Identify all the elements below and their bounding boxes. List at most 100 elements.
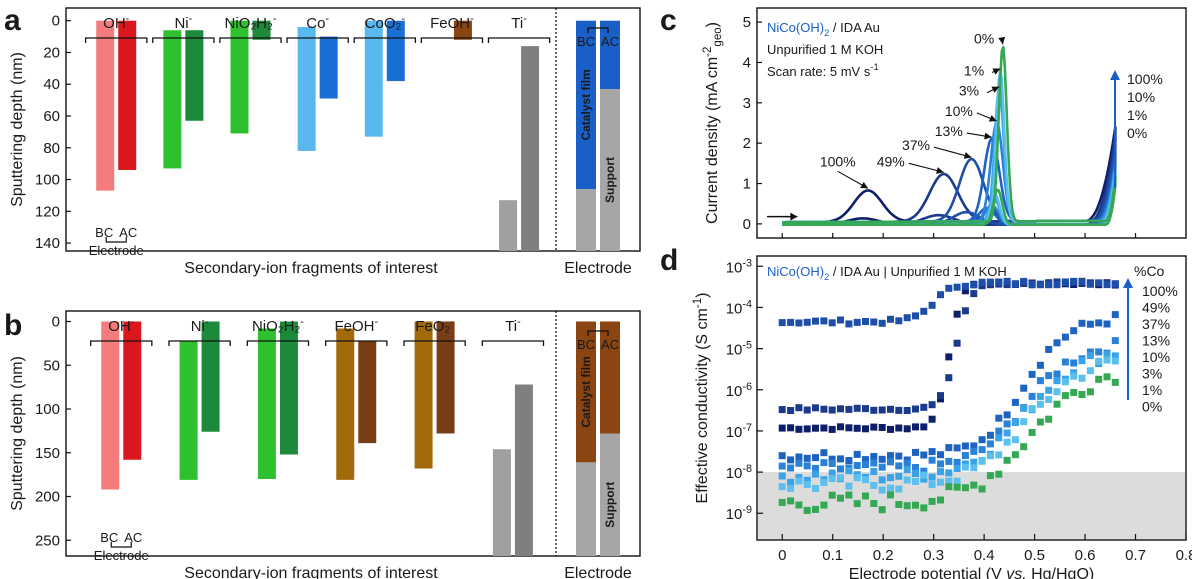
x-axis-label: Electrode potential (V vs. Hg/HgO) (849, 566, 1094, 579)
y-tick-label: 10-9 (726, 504, 752, 523)
point-3pct (1078, 357, 1086, 365)
point-37pct (1086, 280, 1094, 288)
fragment-label: FeOH- (430, 13, 474, 32)
legend-item-10pct: 10% (1142, 349, 1170, 365)
y-tick-label: 60 (43, 108, 60, 125)
point-3pct (845, 467, 853, 475)
bar-NiOH-AC (279, 321, 298, 455)
point-3pct (970, 458, 978, 466)
point-100pct (787, 424, 795, 432)
point-0pct (1003, 456, 1011, 464)
point-0pct (903, 502, 911, 510)
point-0pct (1053, 400, 1061, 408)
point-10pct (878, 463, 886, 471)
point-10pct (1053, 370, 1061, 378)
y-tick-label: 20 (43, 44, 60, 61)
y-tick-label: 1 (743, 176, 751, 193)
electrode-bc-support (576, 462, 596, 556)
legend-item-1pct: 1% (1127, 107, 1147, 123)
fragment-label: NiO₂H₂- (252, 316, 304, 335)
point-100pct (803, 425, 811, 433)
point-13pct (787, 456, 795, 464)
bar-FeOH-AC (358, 340, 377, 444)
point-1pct (887, 484, 894, 492)
point-37pct (803, 318, 811, 326)
legend-bc: BC (100, 530, 118, 545)
point-49pct (778, 406, 786, 414)
peak-arrowhead (963, 152, 972, 159)
bar-Ti-BC (499, 200, 518, 251)
point-37pct (928, 301, 936, 309)
point-10pct (1028, 392, 1036, 400)
legend-item-0pct: 0% (1142, 399, 1162, 415)
point-10pct (803, 462, 811, 470)
point-1pct (937, 478, 944, 486)
peak-label-100pct: 100% (820, 153, 856, 169)
point-0pct (778, 498, 786, 506)
point-1pct (837, 474, 844, 482)
plot-frame (756, 7, 1187, 239)
point-3pct (953, 465, 961, 472)
bar-Ni-BC (179, 340, 198, 480)
point-13pct (945, 444, 953, 452)
panel-c: 0 1 2 3 4 5 Current density (mA cm-2geo) NiCo(O… (702, 7, 1187, 239)
peak-label-1pct: 1% (964, 63, 984, 79)
peak-arrowhead (998, 36, 1006, 45)
bar-Ni-AC (185, 30, 204, 121)
point-37pct (1036, 281, 1044, 289)
fragment-bracket (353, 37, 417, 43)
point-13pct (895, 452, 903, 460)
y-tick-label: 50 (43, 357, 60, 374)
bar-FeOH-AC (453, 20, 472, 40)
legend-item-13pct: 13% (1142, 333, 1170, 349)
bar-Co-AC (319, 36, 338, 99)
point-3pct (937, 468, 944, 476)
point-1pct (995, 451, 1003, 459)
point-49pct (878, 406, 886, 414)
point-1pct (961, 463, 969, 471)
point-0pct (853, 500, 861, 508)
point-10pct (995, 427, 1003, 435)
point-3pct (878, 476, 886, 484)
point-13pct (995, 414, 1003, 422)
point-37pct (995, 278, 1003, 286)
fragment-bracket (219, 37, 282, 43)
fragment-bracket (420, 37, 484, 43)
point-0pct (961, 484, 969, 492)
bar-NiOH-BC (257, 328, 276, 479)
point-3pct (1111, 352, 1119, 360)
electrode-bc-label: BC (577, 34, 595, 49)
point-1pct (778, 483, 786, 491)
fragment-bracket (481, 340, 545, 346)
point-13pct (1003, 411, 1011, 419)
fragment-bracket (487, 37, 551, 43)
bar-Ni-BC (163, 30, 182, 169)
point-13pct (1045, 345, 1053, 353)
point-13pct (1078, 319, 1086, 327)
support-label: Support (603, 482, 617, 528)
point-13pct (986, 431, 994, 439)
point-10pct (870, 459, 878, 467)
point-1pct (1028, 405, 1036, 413)
y-tick-label: 4 (743, 54, 751, 71)
point-3pct (1045, 386, 1053, 394)
point-1pct (1011, 436, 1019, 444)
point-37pct (937, 291, 944, 299)
y-tick-label: 120 (35, 203, 60, 220)
bar-CoO-AC (386, 20, 405, 82)
y-tick-label: 250 (35, 532, 60, 549)
point-49pct (787, 407, 795, 414)
point-13pct (862, 456, 869, 464)
point-49pct (828, 406, 836, 414)
point-49pct (862, 405, 869, 413)
point-37pct (828, 319, 836, 327)
point-0pct (912, 501, 919, 509)
electrode-bracket (587, 330, 609, 336)
point-3pct (1086, 352, 1094, 360)
fragment-label: Ni- (191, 316, 209, 335)
point-1pct (803, 481, 811, 488)
point-1pct (870, 481, 878, 489)
point-0pct (928, 497, 936, 505)
point-0pct (1086, 388, 1094, 396)
point-10pct (1003, 420, 1011, 428)
